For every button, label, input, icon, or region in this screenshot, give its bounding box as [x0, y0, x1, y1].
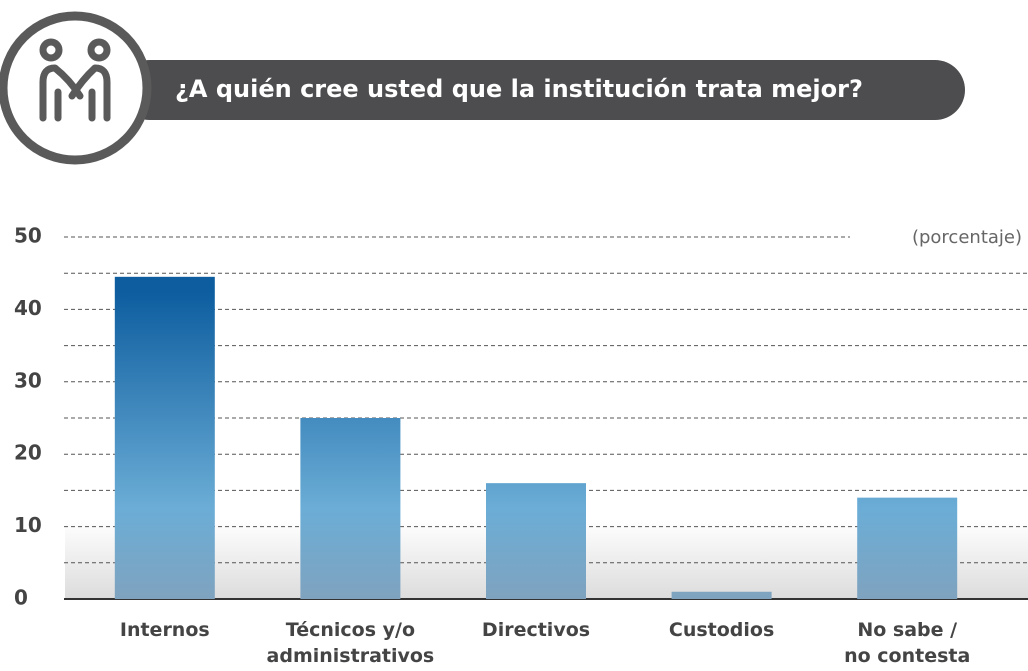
bar: [300, 418, 401, 599]
title-bar: [120, 60, 965, 120]
y-tick-label: 0: [14, 586, 28, 610]
x-tick-label: No sabe / no contesta: [844, 619, 971, 667]
x-tick-label: Custodios: [668, 619, 775, 641]
icon: [0, 11, 152, 165]
y-tick-label: 40: [14, 296, 42, 320]
chart-title: ¿A quién cree usted que la institución t…: [175, 75, 863, 103]
annotation: (porcentaje): [912, 227, 1022, 248]
bar: [114, 276, 215, 599]
bar: [857, 497, 958, 599]
x-tick-label: Directivos: [481, 619, 591, 641]
x-tick-label: Internos: [119, 619, 210, 641]
y-tick-label: 50: [14, 224, 42, 248]
y-tick-label: 20: [14, 441, 42, 465]
y-tick-label: 30: [14, 368, 42, 392]
x-tick-label: Técnicos y/o administrativos: [266, 619, 435, 667]
y-tick-label: 10: [14, 513, 42, 537]
bar: [486, 483, 586, 599]
bar: [671, 591, 772, 599]
